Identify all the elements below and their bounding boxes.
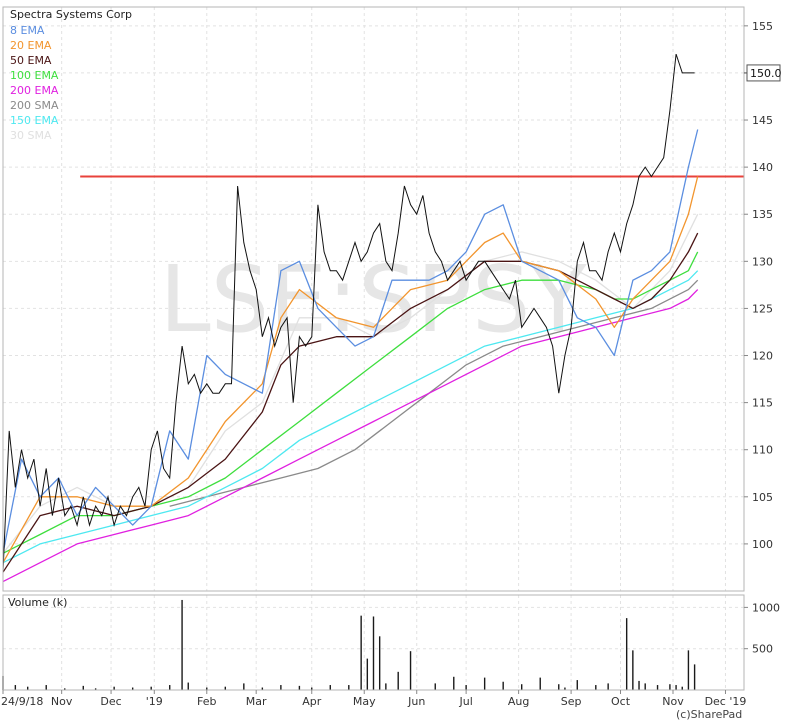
price-y-tick-label: 100 [752,538,773,551]
volume-y-tick-label: 1000 [752,601,780,614]
x-tick-label: Jul [458,695,472,708]
chart-title: Spectra Systems Corp [10,8,132,21]
price-y-tick-label: 105 [752,491,773,504]
x-tick-label: '19 [146,695,163,708]
frame-layer [2,6,745,691]
series-line-8-ema [2,129,699,554]
x-tick-label: Feb [197,695,216,708]
price-y-tick-label: 120 [752,350,773,363]
price-y-tick-label: 145 [752,114,773,127]
series-line-150-ema [2,270,699,564]
last-price-label: 150.0 [750,67,782,80]
price-bars-line [2,53,695,573]
legend-entry: 30 SMA [10,129,52,142]
x-tick-label: Mar [246,695,267,708]
volume-panel-title: Volume (k) [8,596,67,609]
x-tick-label: Dec [100,695,121,708]
x-tick-label: May [353,695,376,708]
x-tick-label: Dec '19 [705,695,747,708]
price-y-tick-label: 155 [752,20,773,33]
legend-entry: 8 EMA [10,24,45,37]
price-y-tick-label: 115 [752,397,773,410]
volume-y-tick-label: 500 [752,643,773,656]
x-tick-label: Nov [662,695,684,708]
series-line-200-sma [169,279,699,507]
price-y-tick-label: 135 [752,208,773,221]
volume-panel-frame [2,594,745,691]
x-tick-label: Aug [508,695,529,708]
legend-entry: 100 EMA [10,69,59,82]
legend-entry: 50 EMA [10,54,52,67]
x-tick-label: Jun [407,695,425,708]
x-tick-label: Sep [561,695,582,708]
x-tick-label: Oct [611,695,631,708]
x-tick-label: Apr [302,695,322,708]
x-tick-label: 24/9/18 [1,695,43,708]
legend: 8 EMA 20 EMA 50 EMA 100 EMA 200 EMA 200 SMA 15… [10,24,59,142]
price-y-tick-label: 110 [752,444,773,457]
price-series-layer [2,53,744,583]
legend-entry: 200 EMA [10,84,59,97]
price-y-tick-label: 125 [752,302,773,315]
price-panel-frame [2,6,745,592]
price-y-tick-label: 140 [752,161,773,174]
legend-entry: 20 EMA [10,39,52,52]
legend-entry: 200 SMA [10,99,59,112]
price-y-tick-label: 130 [752,255,773,268]
series-line-200-ema [2,289,699,583]
copyright-label: (c)SharePad [676,708,742,721]
legend-entry: 150 EMA [10,114,59,127]
series-line-50-ema [2,232,699,573]
axis-layer: 1001051101151201251301351401451501555001… [1,20,782,708]
x-tick-label: Nov [51,695,73,708]
